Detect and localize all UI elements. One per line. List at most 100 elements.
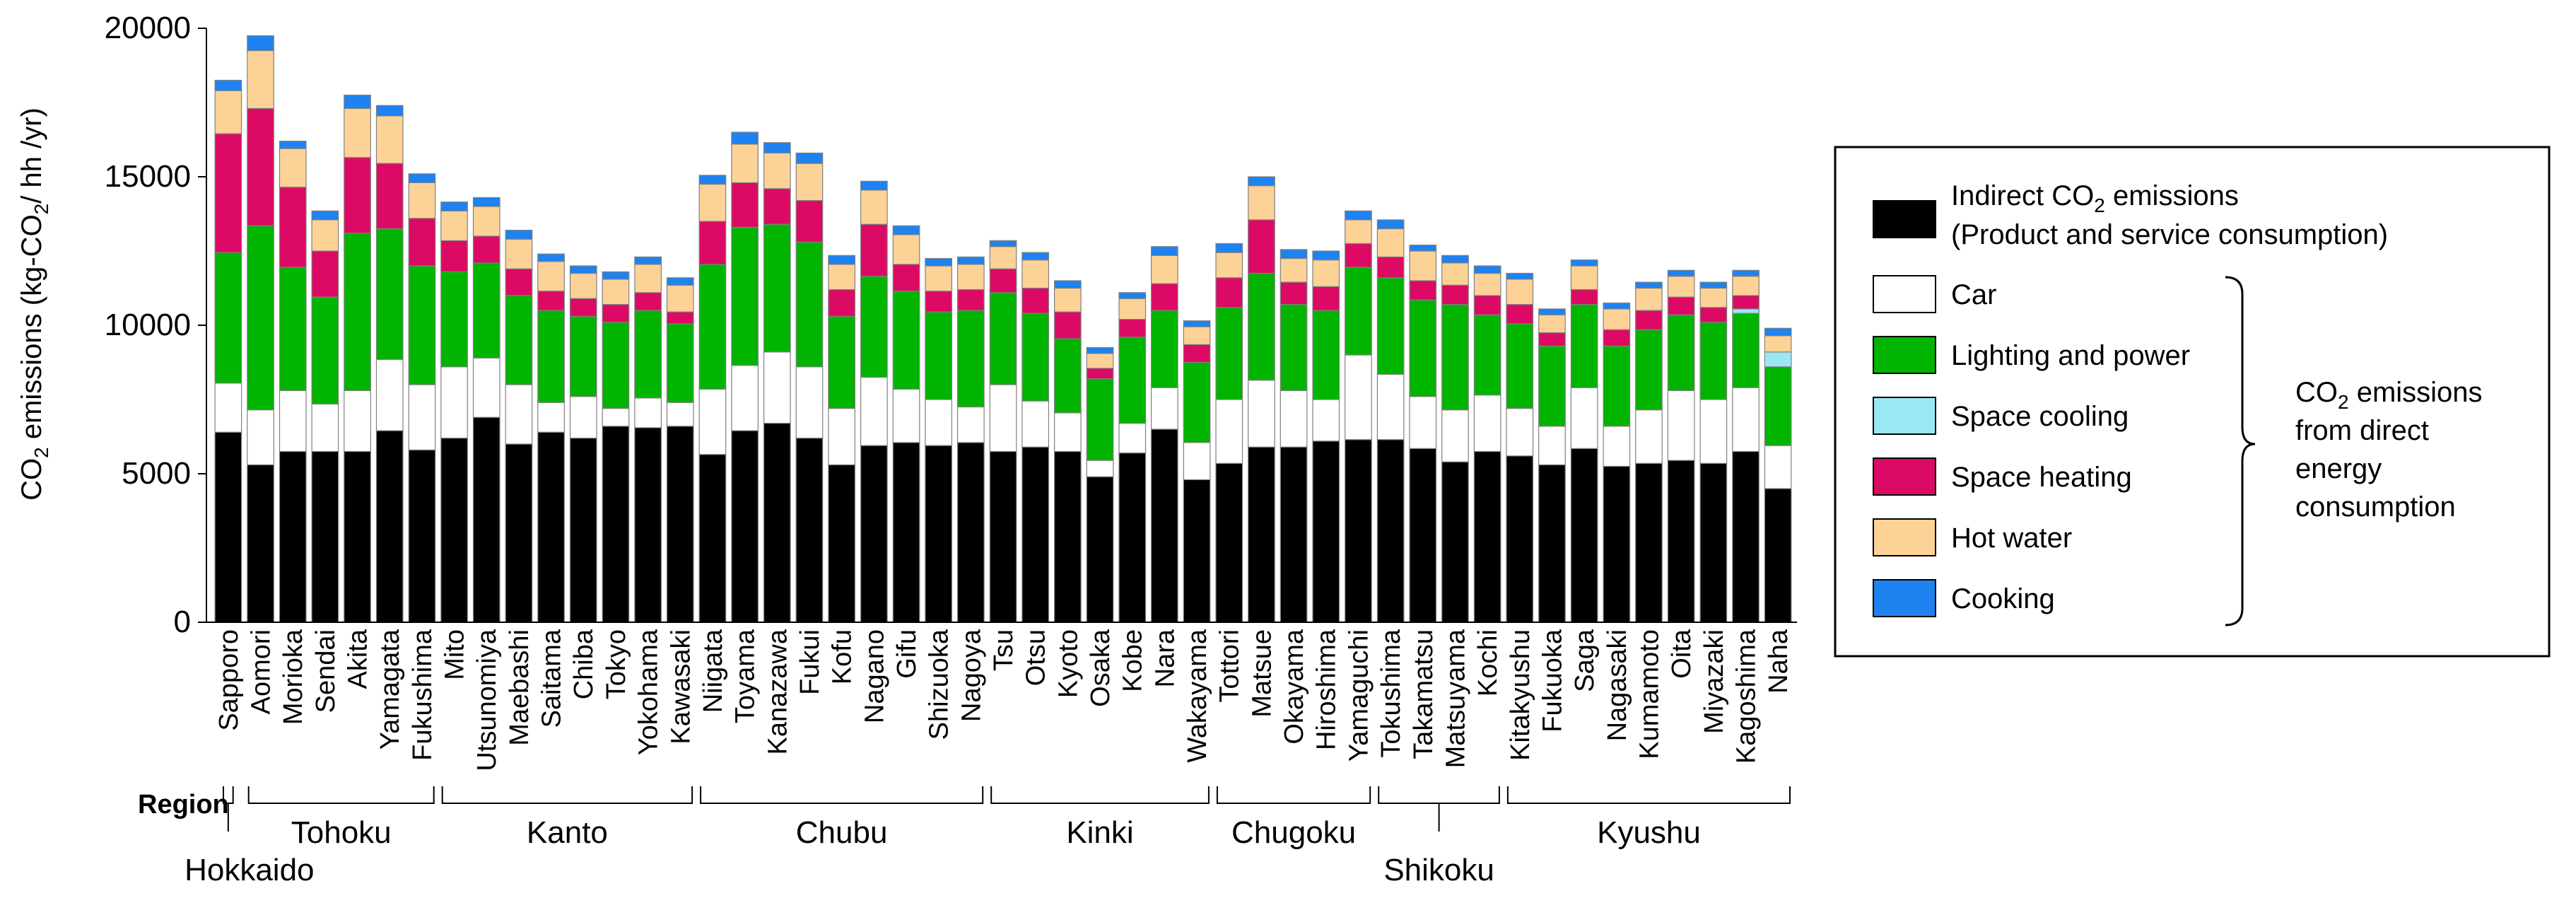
bar-segment-kawasaki-s2 [666, 323, 694, 403]
bar-segment-toyama-s0 [731, 430, 759, 623]
bar-segment-matsue-s0 [1248, 446, 1275, 623]
legend-swatch-cooking [1873, 579, 1936, 617]
bar-segment-niigata-s5 [698, 183, 727, 222]
y-tick-label: 10000 [105, 308, 191, 342]
bar-segment-fukuoka-s5 [1538, 314, 1566, 334]
bar-segment-kanazawa-s1 [763, 351, 791, 424]
bar-segment-kochi-s2 [1473, 314, 1501, 396]
bar-segment-kanazawa-s6 [763, 142, 791, 153]
bar-segment-tsu-s6 [989, 240, 1017, 247]
bar-segment-osaka-s2 [1086, 378, 1114, 461]
x-tick-label-kanazawa: Kanazawa [763, 629, 792, 754]
bar-segment-akita-s2 [344, 233, 371, 391]
x-tick-label-fukui: Fukui [795, 629, 825, 695]
bar-segment-tsu-s0 [989, 450, 1017, 623]
region-label-tohoku: Tohoku [291, 815, 392, 850]
bar-segment-saga-s4 [1570, 289, 1598, 305]
bar-segment-sendai-s4 [311, 250, 339, 298]
bar-segment-nagano-s2 [860, 276, 888, 378]
bar-segment-tottori-s1 [1215, 399, 1243, 464]
legend-label-space-cooling: Space cooling [1951, 401, 2129, 432]
x-tick-label-fukuoka: Fukuoka [1538, 629, 1567, 733]
region-label-kinki: Kinki [1066, 815, 1133, 850]
bar-segment-oita-s0 [1667, 460, 1695, 623]
bar-segment-otsu-s0 [1021, 446, 1050, 623]
y-axis-label: CO2 emissions (kg-CO2/ hh /yr) [16, 107, 52, 501]
bar-segment-matsuyama-s1 [1441, 409, 1469, 462]
bar-segment-aomori-s6 [247, 35, 274, 52]
bar-segment-kobe-s4 [1118, 319, 1147, 338]
bar-segment-gifu-s6 [892, 225, 920, 235]
bar-segment-kagoshima-s3 [1732, 308, 1760, 314]
bar-segment-naha-s3 [1764, 351, 1792, 368]
bar-segment-gifu-s1 [892, 388, 920, 443]
bar-segment-otsu-s6 [1021, 252, 1050, 261]
bar-segment-tokushima-s4 [1376, 256, 1405, 279]
bar-segment-nagoya-s1 [956, 406, 985, 443]
bar-segment-yokohama-s6 [634, 256, 662, 265]
bar-segment-naha-s5 [1764, 335, 1792, 353]
bar-segment-takamatsu-s2 [1409, 299, 1437, 397]
y-tick-label: 15000 [105, 159, 191, 194]
region-bracket-kinki [990, 786, 1210, 804]
legend-brace [2225, 276, 2256, 626]
bar-segment-tokushima-s2 [1376, 277, 1405, 375]
bar-segment-mito-s1 [440, 366, 468, 439]
region-label-chugoku: Chugoku [1231, 815, 1356, 850]
bar-segment-matsuyama-s0 [1441, 461, 1469, 623]
bar-segment-kyoto-s6 [1053, 280, 1082, 289]
bar-segment-yamaguchi-s1 [1345, 354, 1372, 441]
bar-segment-nara-s4 [1150, 283, 1178, 311]
legend-label-hot-water: Hot water [1951, 523, 2072, 554]
bar-segment-oita-s2 [1667, 314, 1695, 391]
bar-segment-utsunomiya-s4 [472, 235, 500, 264]
bar-segment-nagano-s1 [860, 376, 888, 446]
bar-segment-kagoshima-s2 [1732, 313, 1760, 388]
bar-segment-kawasaki-s4 [666, 311, 694, 325]
bar-segment-kitakyushu-s0 [1506, 455, 1534, 623]
y-axis: 0 5000 10000 15000 20000 [105, 11, 207, 639]
bar-segment-naha-s2 [1764, 366, 1792, 446]
bar-segment-toyama-s1 [731, 365, 759, 431]
x-tick-label-takamatsu: Takamatsu [1409, 629, 1439, 759]
bar-segment-yamagata-s5 [375, 115, 404, 164]
bar-segment-otsu-s5 [1021, 260, 1050, 289]
bar-segment-kitakyushu-s2 [1506, 323, 1534, 409]
x-tick-label-wakayama: Wakayama [1183, 629, 1212, 763]
bar-segment-chiba-s6 [569, 265, 597, 274]
bar-segment-kumamoto-s4 [1635, 310, 1663, 330]
bar-segment-fukushima-s1 [408, 384, 436, 451]
bar-segment-takamatsu-s1 [1409, 396, 1437, 449]
bar-segment-mito-s4 [440, 240, 468, 272]
bar-segment-nagano-s6 [860, 180, 888, 191]
bar-segment-yamaguchi-s0 [1345, 439, 1372, 623]
bar-segment-nara-s1 [1150, 387, 1178, 430]
legend-label-indirect: Indirect CO2 emissions [1951, 180, 2239, 216]
bar-segment-saga-s6 [1570, 260, 1598, 267]
bar-segment-nagasaki-s0 [1603, 465, 1631, 623]
bar-segment-toyama-s5 [731, 144, 759, 184]
region-bracket-shikoku [1378, 786, 1500, 804]
bar-segment-tokyo-s0 [602, 426, 630, 623]
bar-segment-osaka-s4 [1086, 368, 1114, 380]
region-label-kanto: Kanto [527, 815, 608, 850]
bar-segment-kyoto-s2 [1053, 338, 1082, 414]
x-tick-label-sapporo: Sapporo [214, 629, 244, 731]
bar-segment-oita-s4 [1667, 296, 1695, 315]
bar-segment-takamatsu-s6 [1409, 245, 1437, 252]
bar-segment-aomori-s0 [247, 464, 274, 623]
bar-segment-fukuoka-s6 [1538, 308, 1566, 315]
bar-segment-wakayama-s1 [1183, 442, 1211, 481]
bar-segment-okayama-s1 [1280, 390, 1308, 448]
x-tick-label-kyoto: Kyoto [1053, 629, 1083, 698]
x-tick-label-fukushima: Fukushima [408, 629, 438, 761]
bar-segment-maebashi-s5 [505, 238, 533, 269]
x-tick-label-matsuyama: Matsuyama [1441, 629, 1470, 768]
bar-segment-shizuoka-s4 [925, 291, 953, 313]
x-tick-label-akita: Akita [344, 629, 373, 689]
bar-segment-saga-s2 [1570, 304, 1598, 388]
legend: Indirect CO2 emissions (Product and serv… [1834, 146, 2551, 658]
x-tick-label-kagoshima: Kagoshima [1732, 629, 1762, 764]
bar-segment-yokohama-s2 [634, 310, 662, 399]
